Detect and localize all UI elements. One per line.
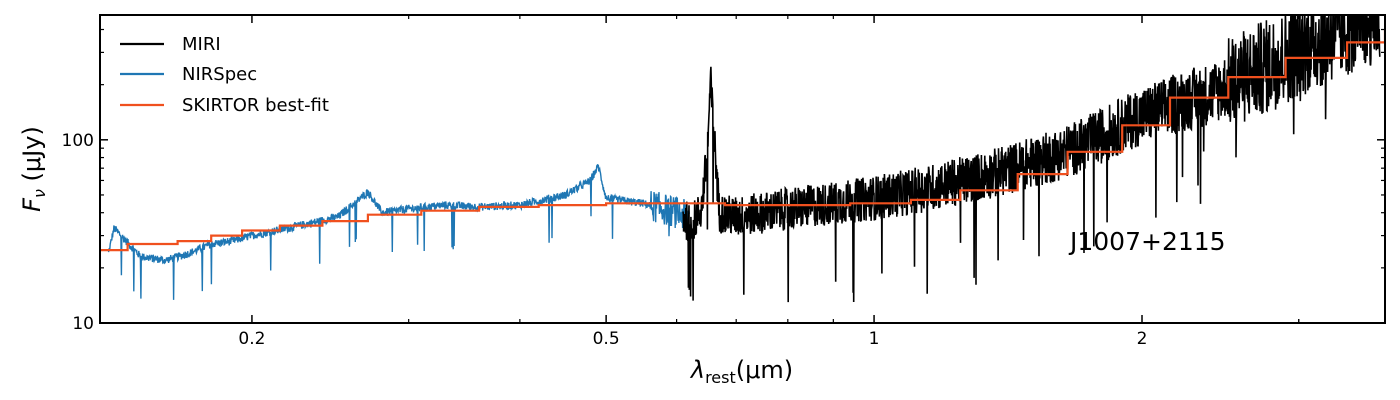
legend-label-nirspec: NIRSpec bbox=[182, 64, 257, 85]
legend: MIRI NIRSpec SKIRTOR best-fit bbox=[120, 34, 329, 116]
source-annotation: J1007+2115 bbox=[1068, 227, 1226, 256]
y-axis-title: Fν (μJy) bbox=[18, 126, 49, 212]
x-tick-label: 1 bbox=[869, 329, 880, 349]
x-tick-label: 0.2 bbox=[238, 329, 265, 349]
x-axis-title: λrest(μm) bbox=[689, 356, 793, 387]
y-tick-label: 100 bbox=[62, 131, 94, 151]
x-tick-label: 0.5 bbox=[593, 329, 620, 349]
series-line-skirtor bbox=[100, 29, 1385, 252]
legend-label-miri: MIRI bbox=[182, 34, 221, 55]
series-layer bbox=[100, 15, 1385, 303]
series-line-nirspec bbox=[107, 164, 690, 300]
ticks-layer: 0.2 0.5 1 2 10 100 bbox=[62, 15, 1385, 349]
y-tick-label: 10 bbox=[72, 314, 94, 334]
x-tick-label: 2 bbox=[1137, 329, 1148, 349]
plot-frame bbox=[99, 14, 1386, 324]
legend-label-skirtor: SKIRTOR best-fit bbox=[182, 95, 329, 116]
series-line-miri bbox=[682, 15, 1381, 303]
